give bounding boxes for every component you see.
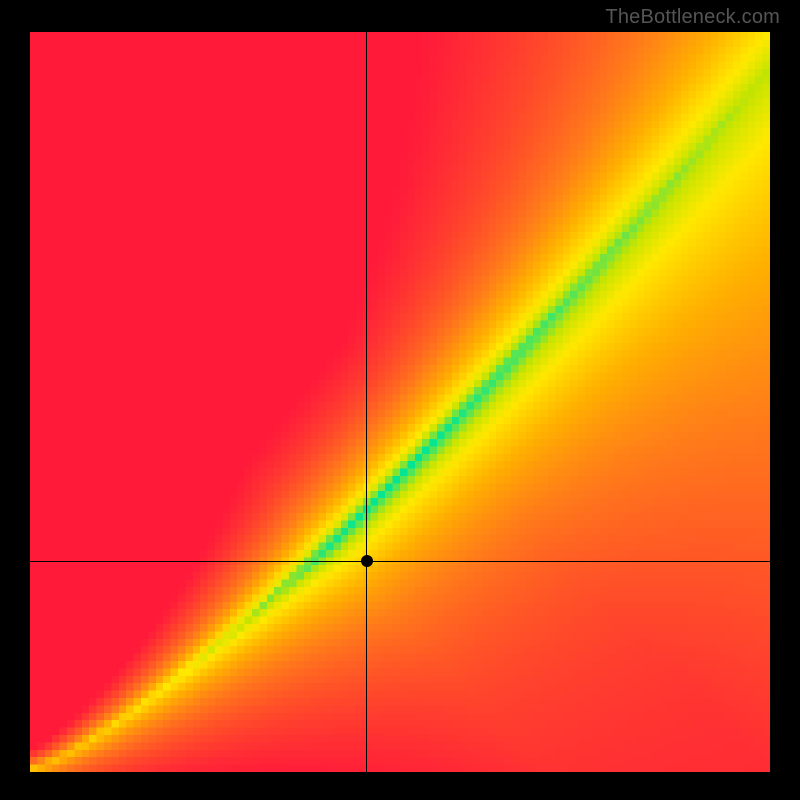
chart-container: TheBottleneck.com: [0, 0, 800, 800]
crosshair-vertical: [366, 32, 367, 772]
bottleneck-heatmap: [30, 32, 770, 772]
crosshair-marker: [361, 555, 373, 567]
plot-area: [30, 32, 770, 772]
crosshair-horizontal: [30, 561, 770, 562]
watermark-text: TheBottleneck.com: [605, 6, 780, 29]
